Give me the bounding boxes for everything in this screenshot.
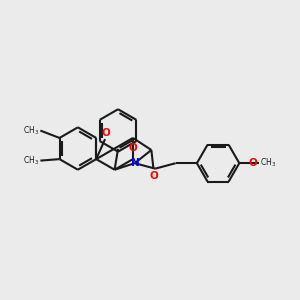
Text: CH$_3$: CH$_3$ xyxy=(23,124,39,137)
Text: CH$_3$: CH$_3$ xyxy=(23,154,39,167)
Text: O: O xyxy=(248,158,257,168)
Text: O: O xyxy=(101,128,110,138)
Text: O: O xyxy=(129,143,137,153)
Text: CH$_3$: CH$_3$ xyxy=(260,157,276,169)
Text: O: O xyxy=(150,171,158,181)
Text: N: N xyxy=(131,158,140,168)
